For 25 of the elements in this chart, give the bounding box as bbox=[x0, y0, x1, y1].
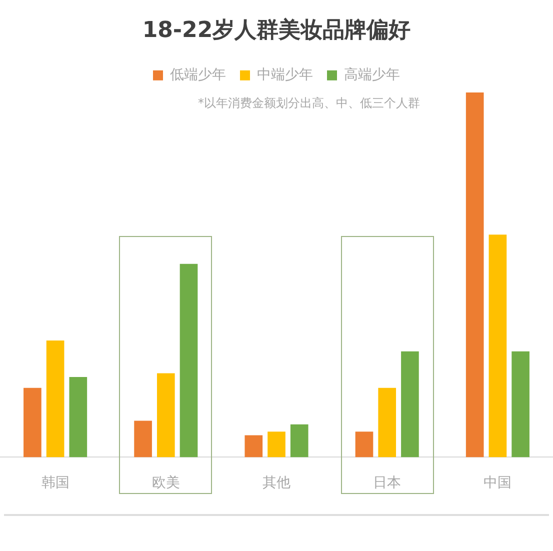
legend-label: 高端少年 bbox=[344, 67, 400, 84]
x-tick-label: 韩国 bbox=[41, 475, 70, 492]
bar bbox=[244, 435, 263, 458]
bar bbox=[290, 424, 308, 458]
bar bbox=[488, 234, 507, 458]
annotation: *以年消费金额划分出高、中、低三个人群 bbox=[198, 96, 420, 110]
x-tick-label: 日本 bbox=[373, 475, 402, 492]
bar bbox=[378, 388, 396, 458]
chart-title: 18-22岁人群美妆品牌偏好 bbox=[142, 16, 411, 43]
bar bbox=[134, 420, 152, 458]
bar bbox=[46, 340, 64, 458]
bar bbox=[24, 388, 42, 458]
x-tick-label: 中国 bbox=[484, 475, 512, 492]
bar bbox=[512, 351, 530, 458]
bar bbox=[69, 376, 88, 458]
bar bbox=[156, 373, 175, 458]
bar bbox=[180, 264, 198, 458]
legend-label: 低端少年 bbox=[170, 67, 226, 84]
bar bbox=[401, 351, 419, 458]
bar bbox=[466, 92, 484, 458]
x-tick-label: 欧美 bbox=[152, 475, 180, 492]
bar bbox=[268, 432, 286, 458]
bar bbox=[355, 432, 374, 458]
legend-label: 中端少年 bbox=[257, 67, 313, 84]
x-tick-label: 其他 bbox=[262, 475, 290, 492]
